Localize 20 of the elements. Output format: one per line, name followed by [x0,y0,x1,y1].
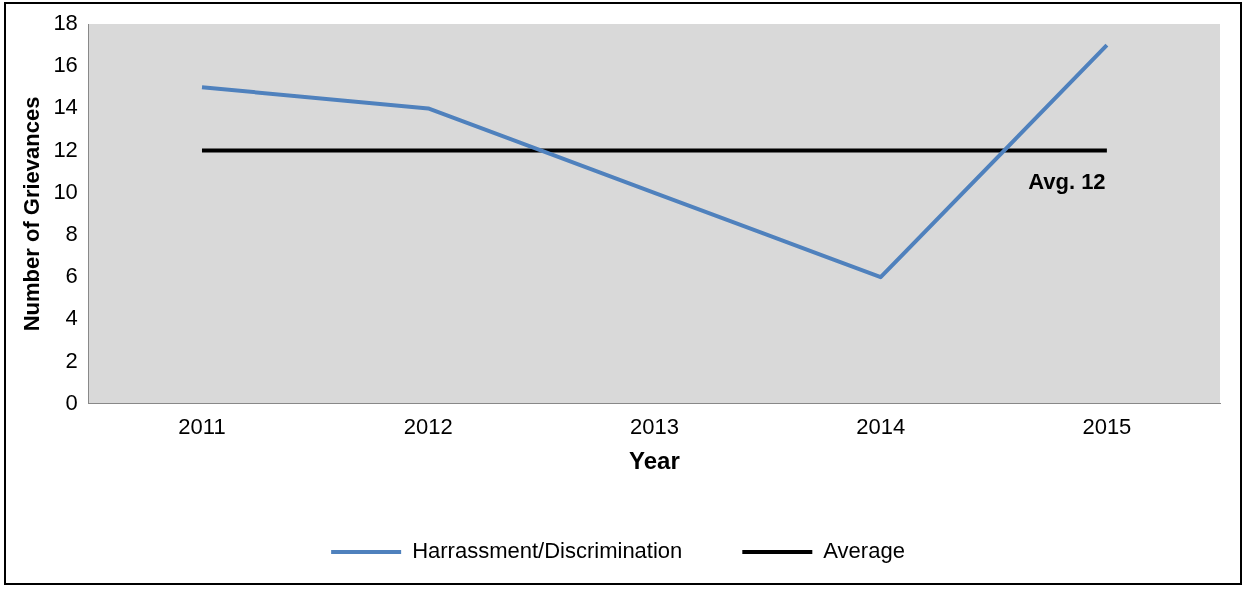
y-tick-label: 14 [53,94,78,120]
y-axis-title: Number of Grievances [19,96,45,332]
x-tick-label: 2013 [629,414,679,440]
y-tick-label: 10 [53,178,78,204]
annotation: Avg. 12 [1028,168,1106,194]
y-tick-label: 0 [65,389,78,415]
y-tick-label: 16 [53,52,78,78]
x-axis-title: Year [629,447,680,475]
y-tick-label: 6 [65,263,78,289]
y-tick-label: 4 [65,305,78,331]
x-tick-label: 2011 [178,414,226,440]
x-tick-label: 2015 [1082,414,1132,440]
x-tick-label: 2014 [856,414,906,440]
y-tick-label: 8 [65,221,78,247]
legend-label: Harrassment/Discrimination [412,538,683,564]
y-tick-label: 18 [53,10,78,36]
y-tick-label: 2 [65,347,78,373]
y-tick-label: 12 [53,136,78,162]
legend-label: Average [823,538,905,564]
x-tick-label: 2012 [403,414,453,440]
